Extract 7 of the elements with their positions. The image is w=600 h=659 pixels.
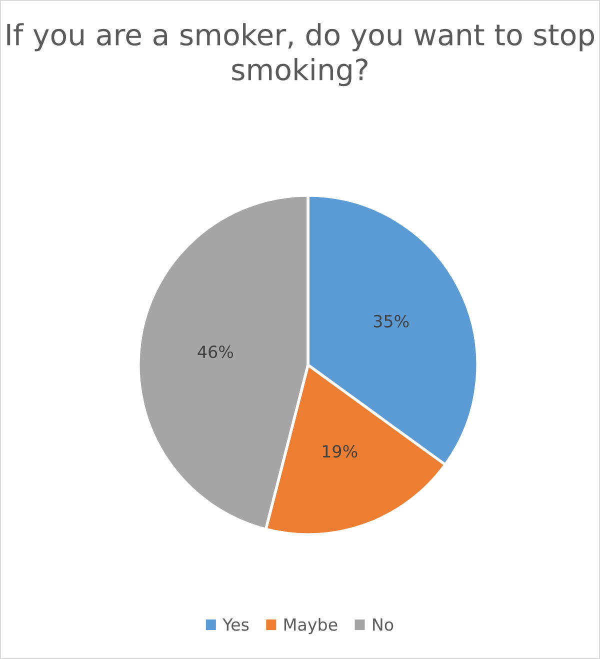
data-label: 19%: [322, 444, 358, 458]
legend-label: No: [373, 618, 394, 631]
data-label: 46%: [198, 346, 234, 358]
data-label: 35%: [374, 314, 409, 328]
legend-label: Maybe: [284, 618, 338, 634]
chart-title: If you are a smoker, do you want to stop smoking?: [7, 23, 594, 86]
legend-label: Yes: [222, 618, 249, 631]
